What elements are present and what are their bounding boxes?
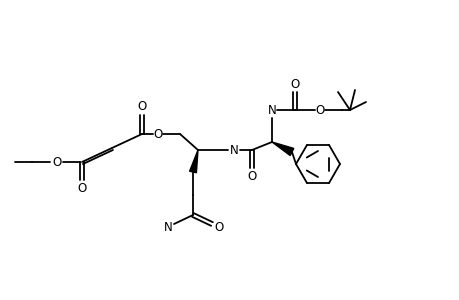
Text: N: N bbox=[229, 143, 238, 157]
Text: O: O bbox=[214, 221, 223, 235]
Text: O: O bbox=[247, 170, 256, 184]
Text: O: O bbox=[315, 103, 324, 116]
Text: O: O bbox=[137, 100, 146, 113]
Polygon shape bbox=[271, 142, 293, 156]
Text: O: O bbox=[153, 128, 162, 140]
Text: N: N bbox=[163, 221, 172, 235]
Text: N: N bbox=[267, 103, 276, 116]
Text: O: O bbox=[52, 155, 62, 169]
Polygon shape bbox=[189, 150, 197, 173]
Text: O: O bbox=[290, 77, 299, 91]
Text: O: O bbox=[77, 182, 86, 196]
